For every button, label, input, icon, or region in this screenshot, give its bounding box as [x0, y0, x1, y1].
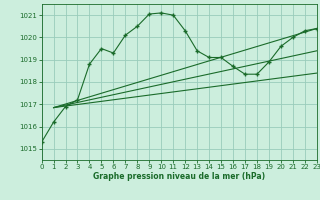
X-axis label: Graphe pression niveau de la mer (hPa): Graphe pression niveau de la mer (hPa) — [93, 172, 265, 181]
